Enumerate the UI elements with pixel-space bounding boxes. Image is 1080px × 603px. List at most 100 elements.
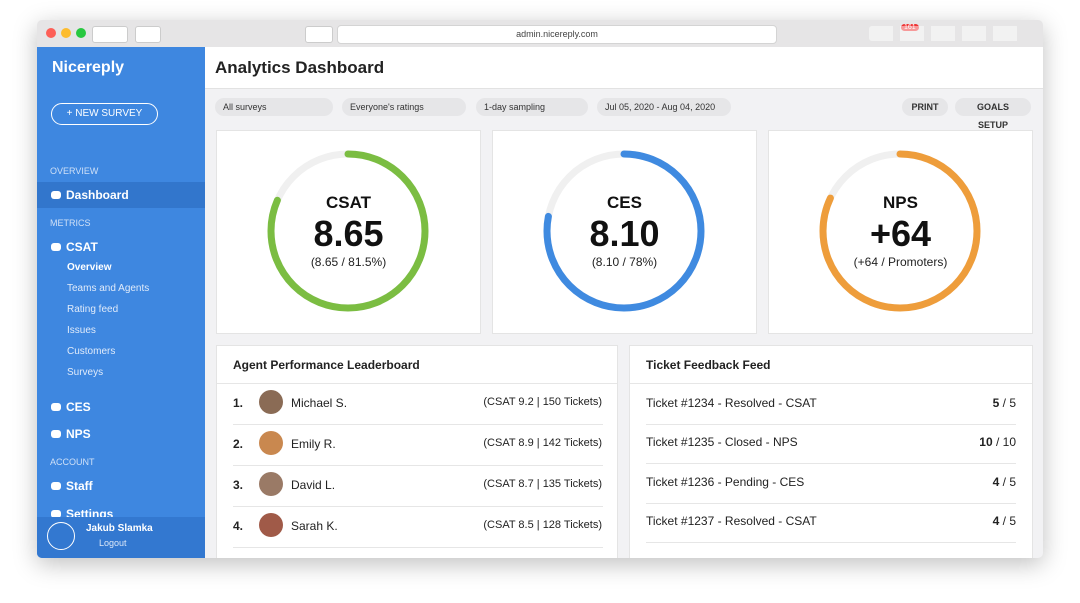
nav-icon xyxy=(51,243,61,251)
score: 4 xyxy=(992,474,1000,489)
score-label: CSAT xyxy=(325,193,371,212)
tabs-button[interactable] xyxy=(305,26,333,43)
nav-icon xyxy=(51,191,61,199)
nav-item[interactable]: NPS xyxy=(66,427,91,441)
nav-subitem[interactable]: Rating feed xyxy=(67,304,119,315)
ticket-score: 5 / 5 xyxy=(993,396,1016,410)
agent-name[interactable]: Sarah K. xyxy=(291,519,338,533)
agent-stats: (CSAT 8.7 | 135 Tickets) xyxy=(483,478,602,490)
max-score: / 10 xyxy=(995,435,1016,450)
score-card: CES 8.10 (8.10 / 78%) xyxy=(492,130,757,334)
section-label: METRICS xyxy=(50,218,91,228)
section-label: ACCOUNT xyxy=(50,457,95,467)
nav-icon xyxy=(51,430,61,438)
nav-item[interactable]: CES xyxy=(66,400,91,414)
divider xyxy=(630,383,1032,384)
rank: 3. xyxy=(233,478,244,492)
brand: Nicereply xyxy=(52,59,125,76)
logout[interactable]: Logout xyxy=(99,538,127,548)
filter-dropdown[interactable]: Jul 05, 2020 - Aug 04, 2020 xyxy=(597,98,731,116)
max-score: / 5 xyxy=(1002,396,1016,410)
score-detail: (8.10 / 78%) xyxy=(591,255,658,269)
nav-item[interactable]: Dashboard xyxy=(66,188,129,202)
ticket[interactable]: Ticket #1237 - Resolved - CSAT xyxy=(646,513,817,528)
rank: 1. xyxy=(233,396,244,410)
browser-window: admin.nicereply.com 161 Nicereply + NEW … xyxy=(37,20,1043,558)
nav-buttons[interactable] xyxy=(92,26,128,43)
agent-avatar xyxy=(259,390,283,414)
sidebar: Nicereply + NEW SURVEY OVERVIEW Dashboard… xyxy=(37,47,205,558)
max-score: / 5 xyxy=(1002,513,1016,528)
toolbar: admin.nicereply.com 161 xyxy=(37,20,1043,48)
page-title: Analytics Dashboard xyxy=(215,58,385,77)
divider xyxy=(233,465,603,466)
agent-avatar xyxy=(259,472,283,496)
nav-icon xyxy=(51,482,61,490)
gauge-arc xyxy=(543,150,705,312)
close[interactable] xyxy=(46,28,56,38)
divider xyxy=(233,506,603,507)
divider xyxy=(233,424,603,425)
ticket-score: 4 / 5 xyxy=(993,475,1016,489)
score: 4 xyxy=(992,513,1000,528)
nav-icon xyxy=(51,403,61,411)
agent-stats: (CSAT 8.9 | 142 Tickets) xyxy=(483,437,602,449)
ticket[interactable]: Ticket #1235 - Closed - NPS xyxy=(646,435,798,450)
nav-subitem[interactable]: Overview xyxy=(67,262,112,273)
divider xyxy=(646,502,1016,504)
ticket[interactable]: Ticket #1236 - Pending - CES xyxy=(646,474,805,489)
score-value: 8.10 xyxy=(589,213,660,254)
nav: OVERVIEW Dashboard METRICS CSAT Overview Team… xyxy=(37,47,205,537)
sidebar-toggle[interactable] xyxy=(135,26,161,43)
section-label: OVERVIEW xyxy=(50,166,99,176)
filter-dropdown[interactable]: 1-day sampling xyxy=(476,98,588,116)
url: admin.nicereply.com xyxy=(516,29,598,39)
gauge xyxy=(267,150,429,312)
nav-subitem[interactable]: Teams and Agents xyxy=(67,283,150,294)
leaderboard-panel: Agent Performance Leaderboard 1. Michael S… xyxy=(216,345,618,558)
filter-dropdown[interactable]: All surveys xyxy=(215,98,333,116)
divider xyxy=(233,547,603,548)
score-detail: (+64 / Promoters) xyxy=(853,255,948,269)
score-label: CES xyxy=(607,193,642,212)
score-card: NPS +64 (+64 / Promoters) xyxy=(768,130,1033,334)
filter-dropdown[interactable]: Everyone's ratings xyxy=(342,98,466,116)
ticket-score: 4 / 5 xyxy=(993,514,1016,528)
divider xyxy=(646,541,1016,543)
gauge xyxy=(543,150,705,312)
nav-item[interactable]: Staff xyxy=(66,479,93,493)
new-survey-button[interactable]: + NEW SURVEY xyxy=(51,103,158,125)
button[interactable]: GOALS SETUP xyxy=(955,98,1031,130)
nav-subitem[interactable]: Issues xyxy=(67,325,96,336)
rank: 2. xyxy=(233,437,244,451)
divider xyxy=(646,424,1016,425)
ticket[interactable]: Ticket #1234 - Resolved - CSAT xyxy=(646,396,817,410)
agent-name[interactable]: Michael S. xyxy=(291,396,348,410)
active-row xyxy=(37,182,205,208)
score-value: +64 xyxy=(869,213,932,254)
feed-panel: Ticket Feedback Feed Ticket #1234 - Resol… xyxy=(629,345,1033,558)
max-score: / 5 xyxy=(1002,474,1016,489)
score-card: CSAT 8.65 (8.65 / 81.5%) xyxy=(216,130,481,334)
button[interactable]: PRINT xyxy=(902,98,948,116)
nav-item[interactable]: CSAT xyxy=(66,240,98,254)
address-bar[interactable]: admin.nicereply.com xyxy=(337,25,777,44)
divider xyxy=(646,463,1016,465)
nav-subitem[interactable]: Customers xyxy=(67,346,116,357)
agent-stats: (CSAT 8.5 | 128 Tickets) xyxy=(483,519,602,531)
score-detail: (8.65 / 81.5%) xyxy=(310,255,387,269)
agent-stats: (CSAT 9.2 | 150 Tickets) xyxy=(483,396,602,408)
gauge-arc xyxy=(267,150,429,312)
toolbar-icons[interactable] xyxy=(869,26,1019,41)
agent-name[interactable]: Emily R. xyxy=(291,437,336,451)
main: All surveys Everyone's ratings 1-day sampl… xyxy=(205,88,1043,558)
zoom[interactable] xyxy=(76,28,86,38)
score-label: NPS xyxy=(883,193,918,212)
divider xyxy=(217,383,617,384)
agent-name[interactable]: David L. xyxy=(291,478,336,492)
minimize[interactable] xyxy=(61,28,71,38)
nav-subitem[interactable]: Surveys xyxy=(67,367,104,378)
score: 5 xyxy=(992,396,1000,410)
user-avatar xyxy=(47,522,75,550)
